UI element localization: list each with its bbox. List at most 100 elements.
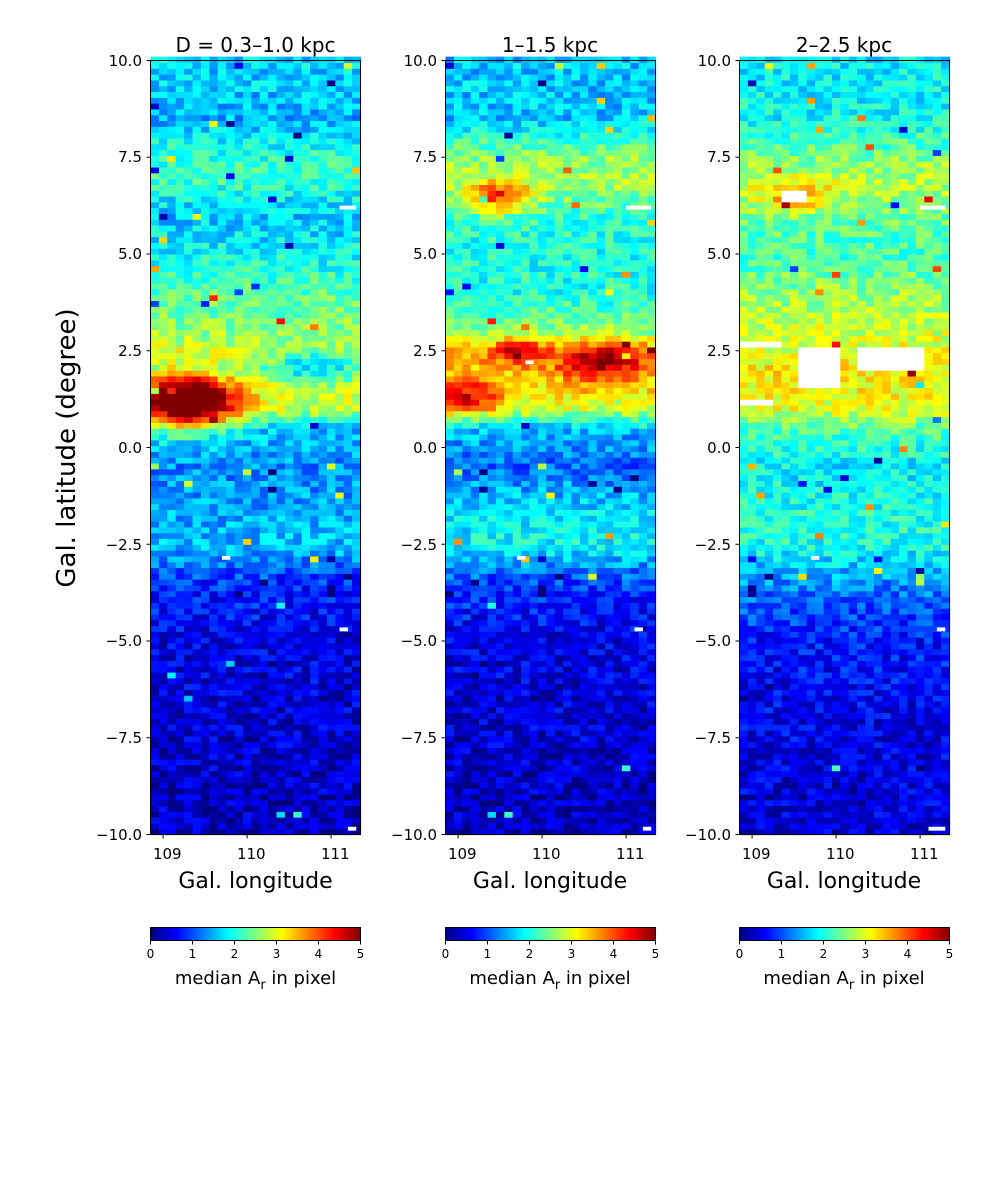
heatmap-cell: [259, 74, 269, 81]
heatmap-cell: [310, 207, 320, 214]
heatmap-cell: [445, 277, 455, 284]
heatmap-cell: [217, 439, 227, 447]
heatmap-cell: [512, 550, 522, 557]
heatmap-cell: [310, 735, 320, 743]
heatmap-cell: [310, 822, 320, 830]
heatmap-cell: [251, 579, 261, 586]
heatmap-cell: [158, 190, 168, 197]
heatmap-cell: [234, 126, 244, 133]
heatmap-cell: [242, 410, 252, 418]
heatmap-cell: [352, 277, 362, 284]
heatmap-cell: [487, 718, 497, 725]
heatmap-cell: [487, 230, 497, 238]
heatmap-cell: [242, 596, 252, 603]
heatmap-cell: [217, 503, 227, 511]
heatmap-cell: [234, 312, 244, 319]
heatmap-cell: [226, 689, 236, 696]
heatmap-cell: [251, 648, 261, 656]
heatmap-cell: [234, 509, 244, 516]
heatmap-cell: [529, 329, 539, 336]
heatmap-cell: [276, 584, 286, 592]
heatmap-cell: [537, 782, 547, 789]
heatmap-cell: [453, 526, 463, 534]
heatmap-cell: [318, 631, 328, 638]
heatmap-cell: [184, 724, 194, 731]
heatmap-cell: [310, 155, 320, 162]
heatmap-cell: [504, 625, 514, 632]
heatmap-cell: [276, 677, 286, 685]
heatmap-cell: [167, 219, 177, 226]
heatmap-cell: [310, 74, 320, 81]
heatmap-cell: [200, 433, 210, 441]
heatmap-cell: [184, 776, 194, 783]
heatmap-cell: [301, 56, 311, 64]
heatmap-cell: [217, 817, 227, 824]
heatmap-cell: [217, 735, 227, 743]
heatmap-cell: [521, 660, 531, 667]
heatmap-cell: [276, 602, 286, 609]
heatmap-cell: [192, 184, 202, 191]
heatmap-cell: [318, 492, 328, 499]
heatmap-cell: [335, 683, 345, 690]
heatmap-cell: [167, 544, 177, 551]
heatmap-cell: [318, 288, 328, 296]
heatmap-cell: [335, 236, 345, 243]
heatmap-cell: [276, 236, 286, 243]
heatmap-cell: [234, 457, 244, 464]
heatmap-cell: [284, 126, 294, 133]
heatmap-cell: [529, 457, 539, 464]
heatmap-cell: [175, 68, 185, 75]
heatmap-cell: [242, 666, 252, 673]
heatmap-cell: [293, 457, 303, 464]
heatmap-cell: [293, 56, 303, 64]
heatmap-cell: [529, 190, 539, 197]
heatmap-cell: [310, 718, 320, 725]
heatmap-cell: [158, 474, 168, 481]
heatmap-cell: [495, 689, 505, 696]
heatmap-cell: [226, 741, 236, 749]
heatmap-cell: [529, 277, 539, 284]
heatmap-cell: [217, 764, 227, 772]
heatmap-cell: [310, 712, 320, 719]
heatmap-cell: [158, 329, 168, 336]
heatmap-cell: [175, 642, 185, 650]
heatmap-cell: [343, 555, 353, 563]
heatmap-cell: [487, 480, 497, 487]
heatmap-cell: [217, 451, 227, 458]
heatmap-cell: [293, 375, 303, 383]
heatmap-cell: [276, 613, 286, 621]
heatmap-cell: [184, 573, 194, 580]
missing-cell: [347, 205, 357, 210]
heatmap-cell: [479, 358, 489, 365]
heatmap-cell: [209, 126, 219, 133]
heatmap-cell: [318, 433, 328, 441]
heatmap-cell: [150, 619, 160, 627]
heatmap-cell: [462, 207, 472, 214]
heatmap-cell: [284, 137, 294, 145]
heatmap-cell: [284, 671, 294, 679]
heatmap-cell: [343, 608, 353, 615]
heatmap-cell: [200, 579, 210, 586]
heatmap-cell: [343, 590, 353, 598]
heatmap-cell: [487, 683, 497, 690]
heatmap-cell: [200, 219, 210, 226]
heatmap-cell: [453, 532, 463, 540]
heatmap-cell: [226, 544, 236, 551]
heatmap-cell: [200, 660, 210, 667]
heatmap-cell: [167, 782, 177, 789]
heatmap-cell: [209, 364, 219, 371]
heatmap-cell: [276, 317, 286, 325]
heatmap-cell: [242, 323, 252, 331]
heatmap-cell: [226, 712, 236, 719]
heatmap-cell: [301, 103, 311, 110]
heatmap-cell: [150, 393, 160, 400]
heatmap-cell: [242, 329, 252, 336]
heatmap-cell: [209, 248, 219, 255]
heatmap-cell: [158, 393, 168, 400]
heatmap-cell: [335, 579, 345, 586]
heatmap-cell: [470, 486, 480, 493]
heatmap-cell: [318, 776, 328, 783]
heatmap-cell: [537, 393, 547, 400]
heatmap-cell: [293, 712, 303, 719]
heatmap-cell: [479, 770, 489, 778]
